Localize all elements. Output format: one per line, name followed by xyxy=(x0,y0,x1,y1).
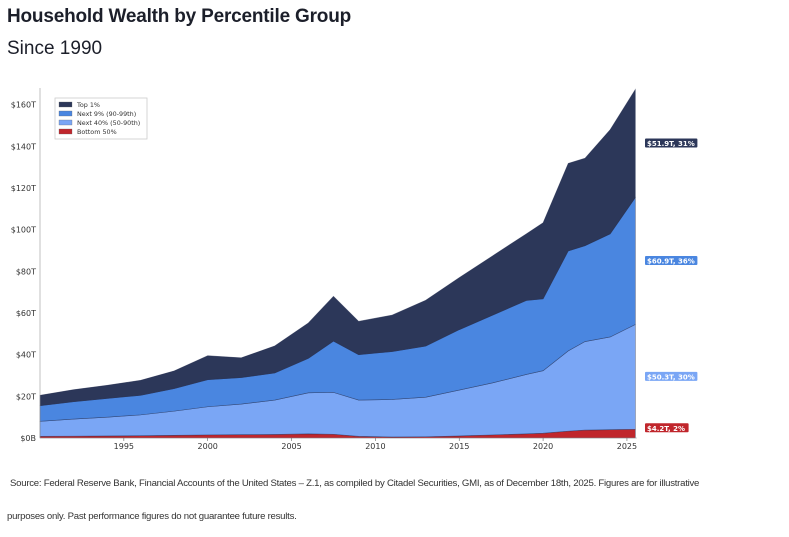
y-tick-label: $20T xyxy=(16,392,36,401)
end-label: $50.3T, 30% xyxy=(645,371,698,381)
x-axis: 1995 2000 2005 2010 2015 2020 2025 xyxy=(40,437,637,451)
end-label-text: $50.3T, 30% xyxy=(647,373,695,381)
end-label-bg xyxy=(645,371,698,381)
y-tick-label: $120T xyxy=(11,184,36,193)
x-tick-label: 2025 xyxy=(617,442,637,451)
chart-title: Household Wealth by Percentile Group xyxy=(7,6,352,27)
y-tick-label: $160T xyxy=(11,101,36,110)
area-layers xyxy=(39,88,636,439)
x-tick-label: 1995 xyxy=(114,442,134,451)
end-label-text: $4.2T, 2% xyxy=(647,425,685,433)
x-tick-label: 2015 xyxy=(449,442,469,451)
x-tick-label: 2005 xyxy=(281,442,301,451)
disclaimer-footnote: purposes only. Past performance figures … xyxy=(7,511,297,522)
end-label: $4.2T, 2% xyxy=(645,423,689,433)
source-footnote: Source: Federal Reserve Bank, Financial … xyxy=(10,478,700,489)
end-label: $60.9T, 36% xyxy=(645,256,698,266)
y-tick-label: $140T xyxy=(11,142,36,151)
chart-subtitle: Since 1990 xyxy=(7,38,103,59)
legend-swatch xyxy=(58,110,73,117)
end-label-text: $51.9T, 31% xyxy=(647,140,695,148)
legend-entry: Next 40% (50-90th) xyxy=(77,119,140,127)
end-label-bg xyxy=(645,138,698,148)
y-tick-label: $40T xyxy=(16,351,36,360)
y-tick-label: $60T xyxy=(16,309,36,318)
y-axis: $0B $20T $40T $60T $80T $100T $120T $140T $160T xyxy=(11,88,41,443)
legend-swatch xyxy=(58,119,73,126)
end-label: $51.9T, 31% xyxy=(645,138,698,148)
end-label-bg xyxy=(645,256,698,266)
legend-swatch xyxy=(58,128,73,135)
x-tick-label: 2010 xyxy=(365,442,385,451)
y-tick-label: $0B xyxy=(20,434,36,443)
y-tick-label: $80T xyxy=(16,267,36,276)
legend-entry: Next 9% (90-99th) xyxy=(77,110,136,118)
end-label-text: $60.9T, 36% xyxy=(647,258,695,266)
y-tick-label: $100T xyxy=(11,226,36,235)
area-top-1 xyxy=(39,88,636,407)
stacked-area-chart: $0B$20T$40T$60T$80T$100T$120T$140T$160T … xyxy=(11,88,698,451)
legend-swatch xyxy=(58,101,73,108)
legend-entry: Bottom 50% xyxy=(77,128,117,136)
legend-entry: Top 1% xyxy=(76,101,100,109)
legend: Top 1%Next 9% (90-99th)Next 40% (50-90th… xyxy=(54,97,148,140)
end-labels: $51.9T, 31% $60.9T, 36% $50.3T, 30% $4.2T, … xyxy=(645,138,698,433)
end-label-bg xyxy=(645,423,689,433)
x-tick-label: 2020 xyxy=(533,442,553,451)
x-tick-label: 2000 xyxy=(198,442,218,451)
